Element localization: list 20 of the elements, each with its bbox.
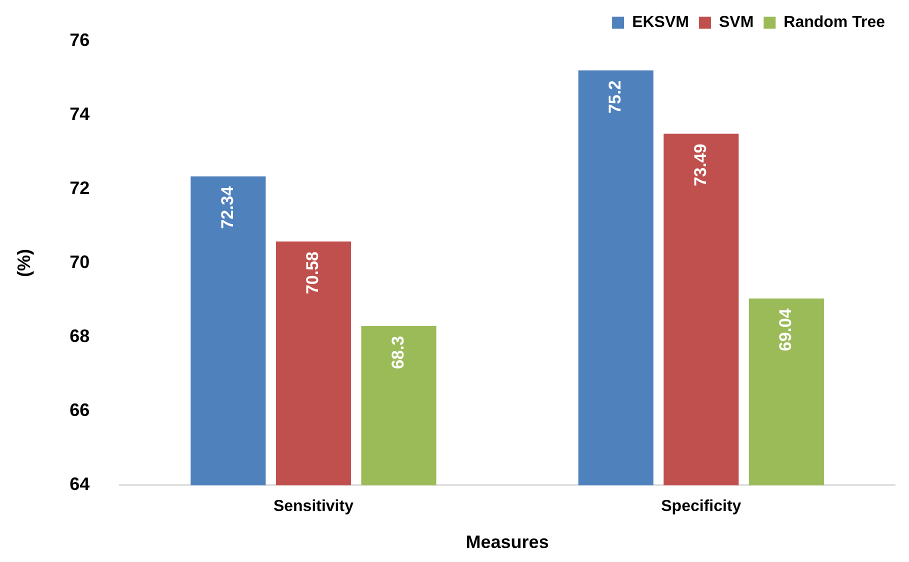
legend-label: Random Tree — [784, 14, 886, 32]
y-tick-label: 66 — [70, 400, 90, 420]
data-label: 72.34 — [218, 186, 237, 229]
y-tick-label: 64 — [70, 474, 90, 494]
y-tick-label: 74 — [70, 104, 90, 124]
y-tick-label: 72 — [70, 178, 90, 198]
data-label: 68.3 — [388, 336, 408, 370]
legend-label: EKSVM — [632, 14, 689, 32]
legend-label: SVM — [718, 14, 754, 32]
x-axis-title: Measures — [466, 532, 549, 552]
data-label: 75.2 — [606, 80, 625, 114]
y-axis-title: (%) — [14, 249, 34, 277]
x-tick-label: Specificity — [661, 498, 742, 516]
data-label: 69.04 — [776, 308, 796, 352]
x-tick-label: Sensitivity — [273, 498, 354, 516]
y-tick-label: 70 — [70, 252, 90, 272]
data-label: 70.58 — [303, 252, 322, 294]
y-tick-label: 68 — [70, 326, 90, 346]
y-tick-label: 76 — [70, 30, 90, 50]
data-label: 73.49 — [690, 144, 710, 186]
